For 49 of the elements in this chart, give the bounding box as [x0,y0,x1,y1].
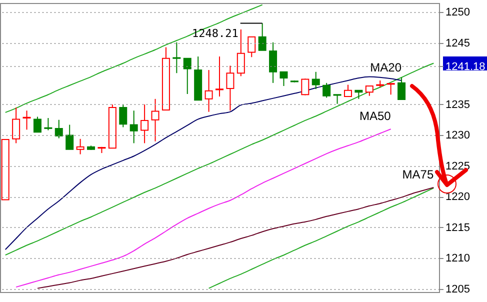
line-series [208,188,434,289]
line-series [36,186,434,289]
candlestick [269,42,278,84]
candlestick [76,138,84,155]
series-label: MA75 [402,167,434,182]
candlestick [172,42,181,74]
y-tick-label: 1245 [446,37,470,50]
candlestick [12,107,20,144]
series-label: MA50 [359,109,392,124]
y-tick-label: 1230 [446,130,470,142]
annotation: 1248.21 [192,27,238,40]
candlestick [33,116,42,133]
y-tick-label: 1235 [446,98,470,111]
y-tick-label: 1250 [446,6,470,19]
candlestick [365,86,374,96]
line-series [16,128,392,288]
candlestick [258,22,266,51]
candlestick [119,104,128,128]
line-series [4,4,263,113]
y-tick-label: 1205 [446,283,470,296]
candlestick [130,110,138,144]
y-tick-label: 1241.18 [446,60,486,73]
candlestick [398,76,406,100]
y-tick-label: 1215 [446,222,470,234]
candlestick [151,98,160,142]
candlestick [22,110,31,130]
candlestick [54,119,63,139]
candlestick [386,83,395,96]
candlestick [333,94,342,104]
line-series [4,76,402,250]
line-series [4,62,434,256]
candlestick [312,71,320,90]
series-label: MA20 [370,60,402,74]
candlestick [248,36,256,58]
candlestick [44,117,52,131]
candlestick [226,65,234,112]
candlestick [216,56,224,97]
candlestick [280,71,288,87]
y-tick-label: 1210 [446,252,470,265]
candlestick [236,28,245,77]
y-tick-label: 1225 [446,160,470,172]
candlestick [183,58,192,95]
candlestick [66,124,74,150]
candlestick [301,78,310,96]
candlestick [204,70,213,112]
candlestick [140,104,149,144]
candlestick [322,82,331,98]
y-tick-label: 1220 [446,191,470,204]
candlestick [344,84,352,97]
